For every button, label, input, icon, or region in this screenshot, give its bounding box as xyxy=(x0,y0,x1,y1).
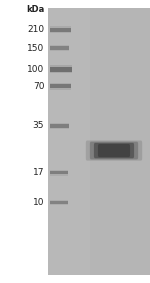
Bar xyxy=(48,8,150,275)
Bar xyxy=(90,8,150,275)
FancyBboxPatch shape xyxy=(50,200,68,205)
FancyBboxPatch shape xyxy=(90,142,138,159)
FancyBboxPatch shape xyxy=(50,123,69,129)
FancyBboxPatch shape xyxy=(50,46,69,50)
Text: 70: 70 xyxy=(33,82,44,91)
Text: 100: 100 xyxy=(27,65,44,74)
FancyBboxPatch shape xyxy=(50,201,68,204)
FancyBboxPatch shape xyxy=(50,26,70,33)
Text: 35: 35 xyxy=(33,121,44,130)
Text: 150: 150 xyxy=(27,44,44,53)
Text: kDa: kDa xyxy=(26,5,44,14)
FancyBboxPatch shape xyxy=(50,65,72,73)
FancyBboxPatch shape xyxy=(50,28,70,31)
FancyBboxPatch shape xyxy=(50,124,69,128)
Text: 210: 210 xyxy=(27,25,44,34)
FancyBboxPatch shape xyxy=(50,171,68,174)
FancyBboxPatch shape xyxy=(98,144,130,157)
FancyBboxPatch shape xyxy=(50,83,70,90)
FancyBboxPatch shape xyxy=(50,67,72,72)
FancyBboxPatch shape xyxy=(86,140,142,161)
FancyBboxPatch shape xyxy=(50,45,69,51)
FancyBboxPatch shape xyxy=(94,143,134,158)
FancyBboxPatch shape xyxy=(50,84,70,88)
FancyBboxPatch shape xyxy=(50,170,68,176)
Text: 17: 17 xyxy=(33,168,44,177)
Text: 10: 10 xyxy=(33,198,44,207)
